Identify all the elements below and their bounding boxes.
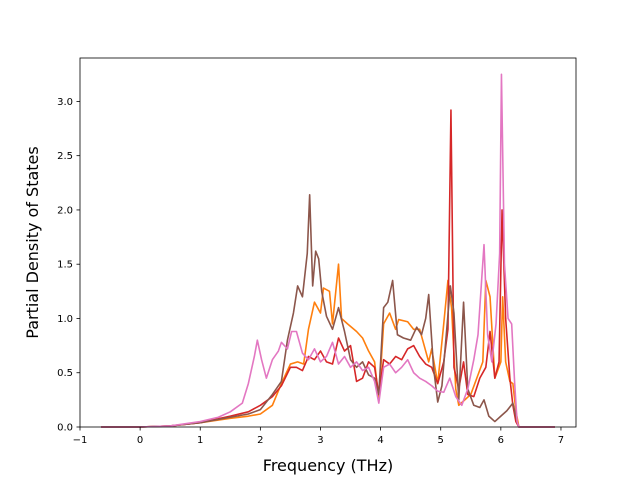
- series-layer: [101, 73, 555, 428]
- y-tick-label: 2.0: [57, 205, 73, 216]
- y-tick-label: 2.5: [57, 151, 73, 162]
- x-tick-label: 1: [197, 435, 203, 446]
- y-tick-label: 1.0: [57, 314, 73, 325]
- series-line-2: [101, 109, 555, 428]
- series-line-4: [101, 73, 555, 428]
- x-tick-label: 2: [257, 435, 263, 446]
- series-line-1: [101, 263, 555, 428]
- x-axis-ticks: −1 0 1 2 3 4 5 6 7: [73, 427, 564, 446]
- x-tick-label: 4: [377, 435, 383, 446]
- x-tick-label: 6: [498, 435, 504, 446]
- x-tick-label: 7: [558, 435, 564, 446]
- x-tick-label: 5: [438, 435, 444, 446]
- x-axis-label: Frequency (THz): [263, 456, 393, 475]
- y-tick-label: 3.0: [57, 97, 73, 108]
- y-tick-label: 0.5: [57, 368, 73, 379]
- y-tick-label: 1.5: [57, 260, 73, 271]
- x-tick-label: 3: [317, 435, 323, 446]
- y-tick-label: 0.0: [57, 423, 73, 434]
- plot-frame: [79, 57, 577, 428]
- x-tick-label: 0: [137, 435, 143, 446]
- y-axis-ticks: 0.0 0.5 1.0 1.5 2.0 2.5 3.0: [57, 97, 80, 434]
- series-line-3: [101, 193, 555, 428]
- y-axis-label: Partial Density of States: [23, 146, 42, 338]
- x-tick-label: −1: [73, 435, 88, 446]
